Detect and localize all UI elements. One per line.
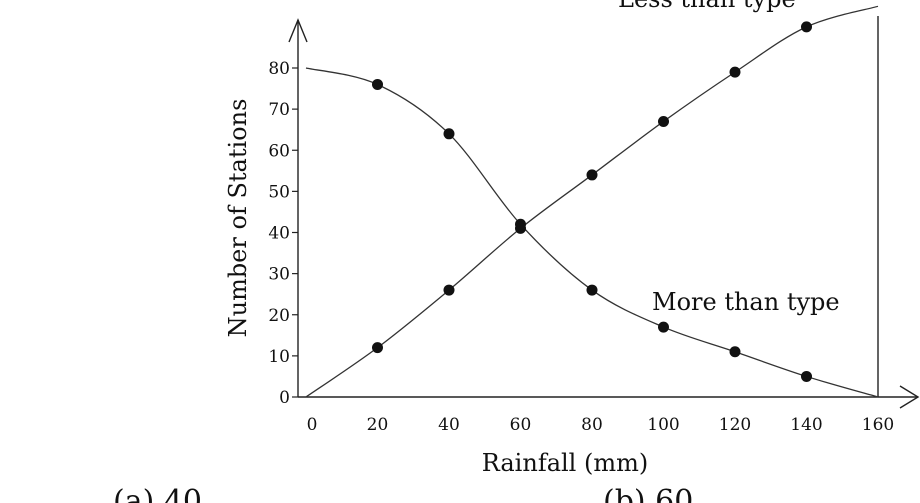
- y-axis-ticks: 0 10 20 30 40 50 60 70 80: [268, 59, 298, 408]
- y-tick-label: 50: [268, 182, 290, 202]
- x-tick-label: 20: [367, 415, 389, 435]
- y-tick-label: 60: [268, 141, 290, 161]
- x-tick-label: 60: [510, 415, 532, 435]
- y-tick-label: 20: [268, 306, 290, 326]
- series-label-less-than: Less than type: [618, 0, 796, 13]
- x-tick-label: 100: [647, 415, 679, 435]
- point-more-than: [586, 284, 598, 296]
- x-tick-label: 0: [307, 415, 318, 435]
- y-tick-label: 40: [268, 224, 290, 244]
- curve-more-than: [305, 67, 879, 398]
- series-label-more-than: More than type: [652, 288, 840, 316]
- curve-less-than: [305, 5, 879, 398]
- option-b: (b) 60: [603, 484, 693, 503]
- point-less-than: [586, 169, 598, 181]
- point-less-than: [658, 115, 669, 127]
- y-tick-label: 70: [268, 100, 290, 120]
- axes: [288, 16, 920, 409]
- x-tick-label: 80: [581, 415, 603, 435]
- x-axis-ticks: 0 20 40 60 80 100 120 140 160: [307, 415, 895, 435]
- point-more-than: [372, 78, 383, 90]
- option-a: (a) 40: [113, 484, 202, 503]
- point-more-than: [515, 218, 526, 230]
- point-less-than: [372, 342, 383, 354]
- x-tick-label: 160: [862, 415, 894, 435]
- point-less-than: [443, 284, 455, 296]
- point-more-than: [658, 321, 669, 333]
- x-axis-arrow: [899, 385, 920, 409]
- x-tick-label: 140: [790, 415, 822, 435]
- y-axis-arrow: [288, 18, 308, 43]
- x-tick-label: 120: [719, 415, 751, 435]
- point-more-than: [443, 128, 455, 140]
- y-tick-label: 0: [279, 388, 290, 408]
- curves: [305, 5, 879, 398]
- y-axis-title: Number of Stations: [224, 99, 252, 338]
- y-tick-label: 10: [268, 347, 290, 367]
- x-tick-label: 40: [438, 415, 460, 435]
- point-more-than: [801, 370, 812, 382]
- y-tick-label: 30: [268, 265, 290, 285]
- data-points: [372, 21, 812, 382]
- point-less-than: [801, 21, 812, 33]
- point-more-than: [729, 346, 741, 358]
- point-less-than: [729, 66, 741, 78]
- y-tick-label: 80: [268, 59, 290, 79]
- x-axis-title: Rainfall (mm): [482, 449, 648, 477]
